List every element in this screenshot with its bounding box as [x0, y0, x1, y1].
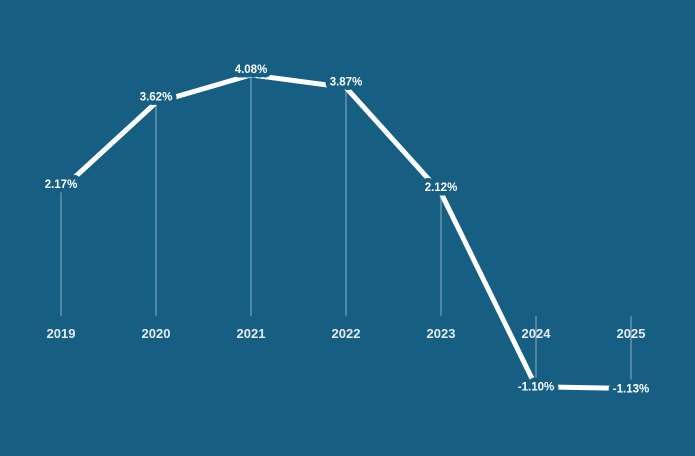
series-line: [58, 72, 634, 392]
x-tick-label-2019: 2019: [47, 326, 76, 341]
value-label-2024: -1.10%: [518, 382, 554, 394]
value-label-2021: 4.08%: [235, 64, 268, 76]
x-tick-label-2024: 2024: [522, 326, 552, 341]
x-tick-label-2020: 2020: [142, 326, 171, 341]
x-tick-label-2023: 2023: [427, 326, 456, 341]
value-label-2022: 3.87%: [330, 77, 363, 89]
x-tick-label-2022: 2022: [332, 326, 361, 341]
value-label-2025: -1.13%: [613, 384, 649, 396]
value-label-2020: 3.62%: [140, 92, 173, 104]
x-tick-label-2021: 2021: [237, 326, 266, 341]
x-tick-label-2025: 2025: [617, 326, 646, 341]
value-label-2019: 2.17%: [45, 179, 78, 191]
value-label-2023: 2.12%: [425, 182, 458, 194]
